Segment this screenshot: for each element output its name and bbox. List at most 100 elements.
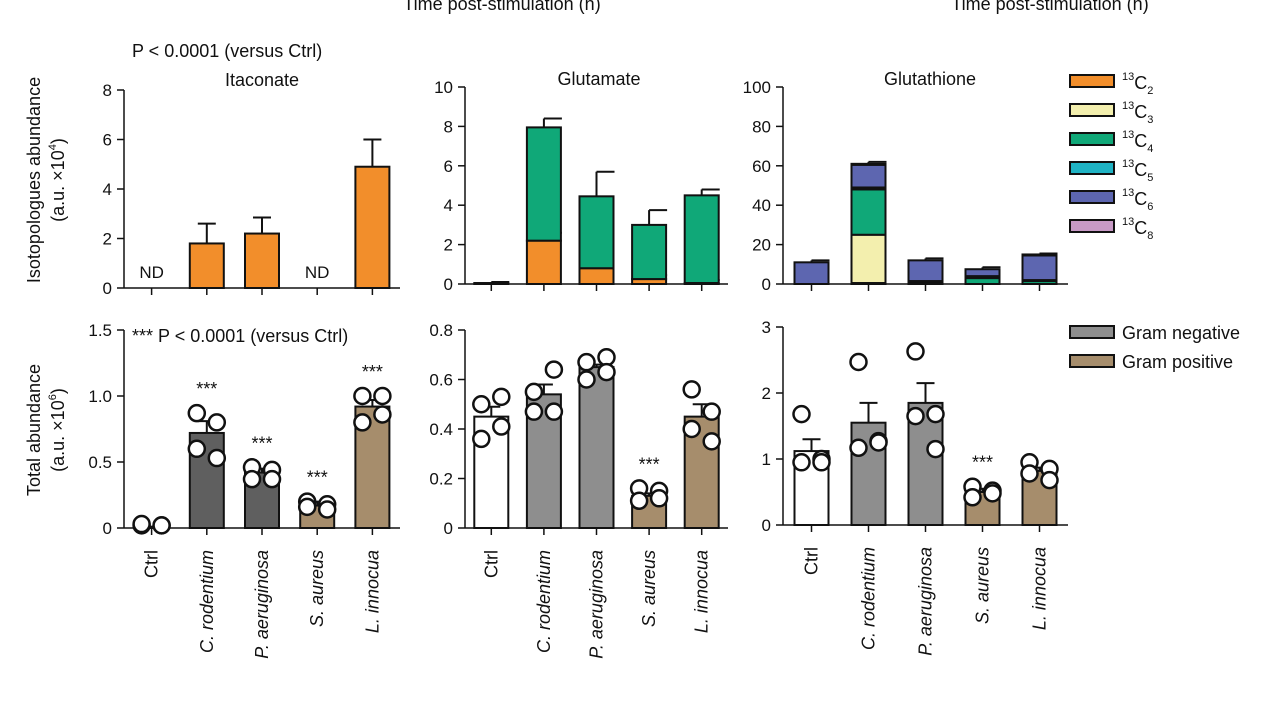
panel-title: Itaconate: [225, 70, 299, 90]
bar: [244, 232, 280, 290]
data-point: [544, 402, 564, 421]
panel-title: Glutathione: [884, 69, 976, 89]
data-point: [906, 406, 925, 426]
category-label: P. aeruginosa: [587, 550, 607, 659]
data-point: [492, 417, 511, 436]
y-tick-label: 4: [103, 180, 112, 199]
y-tick-label: 10: [434, 78, 453, 97]
y-tick-label: 1: [762, 450, 771, 469]
data-point: [577, 352, 596, 372]
y-tick-label: 0.8: [429, 321, 453, 340]
legend-swatch-13C3: [1069, 103, 1115, 117]
data-point: [492, 387, 511, 407]
y-tick-label: 0: [444, 275, 453, 294]
category-label: P. aeruginosa: [252, 550, 272, 659]
y-tick-label: 20: [752, 236, 771, 255]
category-label: L. innocua: [362, 550, 382, 633]
legend-label-13C8: 13C8: [1122, 216, 1153, 242]
bar: [354, 165, 391, 290]
panel-title: Glutamate: [557, 69, 640, 89]
bar-segment-13C2: [525, 239, 562, 286]
data-point: [926, 439, 945, 459]
y-tick-label: 1.0: [88, 387, 112, 406]
significance-stars: ***: [196, 379, 217, 399]
category-label: C. rodentium: [859, 547, 879, 650]
data-point: [1020, 464, 1039, 483]
legend-swatch-13C4: [1069, 132, 1115, 146]
category-label: Ctrl: [481, 550, 501, 578]
legend-swatch-gramneg: [1069, 325, 1115, 339]
data-point: [702, 402, 721, 421]
legend-swatch-13C8: [1069, 219, 1115, 233]
y-tick-label: 60: [752, 157, 771, 176]
data-point: [682, 419, 701, 439]
data-point: [472, 429, 491, 449]
data-point: [132, 514, 151, 534]
data-point: [597, 362, 616, 382]
header-fragment-left: Time post-stimulation (h): [403, 0, 600, 14]
significance-stars: ***: [362, 362, 383, 382]
category-label: S. aureus: [307, 550, 327, 627]
bar-segment-13C6: [850, 163, 887, 189]
y-tick-label: 0: [103, 519, 112, 538]
data-point: [963, 488, 982, 507]
y-tick-label: 100: [743, 78, 771, 97]
y-tick-label: 2: [444, 236, 453, 255]
data-point: [577, 370, 596, 389]
legend-swatch-13C2: [1069, 74, 1115, 88]
y-tick-label: 0.6: [429, 371, 453, 390]
bar-segment-13C6: [793, 261, 830, 285]
legend-label-13C3: 13C3: [1122, 100, 1153, 126]
data-point: [849, 438, 868, 458]
y-tick-label: 0: [762, 516, 771, 535]
category-label: C. rodentium: [197, 550, 217, 653]
data-point: [869, 433, 888, 452]
bar-segment-13C4: [850, 188, 887, 236]
data-point: [524, 402, 544, 421]
panel-4: 0 0.5 1.0 1.5 *** *** *** *** Ctrl C. rodentium P.…: [88, 321, 400, 659]
row-unit-top: (a.u. ×104): [47, 138, 68, 222]
significance-stars: ***: [251, 433, 272, 453]
panel-5: 0 0.2 0.4 0.6 0.8 *** Ctrl C. rodentium P. aerug…: [429, 321, 728, 659]
bar-segment-13C4: [473, 282, 510, 286]
pvalue-annotation-bottom: *** P < 0.0001 (versus Ctrl): [132, 326, 348, 346]
bar-segment-13C6: [1021, 254, 1058, 282]
y-tick-label: 40: [752, 196, 771, 215]
data-point: [472, 395, 491, 414]
nd-label: ND: [305, 263, 330, 282]
significance-stars: ***: [972, 453, 993, 473]
data-point: [297, 497, 317, 517]
pvalue-annotation-top: P < 0.0001 (versus Ctrl): [132, 41, 322, 61]
bar-segment-13C4: [683, 194, 720, 285]
y-tick-label: 8: [444, 117, 453, 136]
data-point: [812, 453, 831, 472]
y-tick-label: 2: [103, 230, 112, 249]
data-point: [353, 386, 372, 406]
row-label-top: Isotopologues abundance: [24, 77, 44, 283]
panel-6: 0 1 2 3 *** Ctrl C. rodentium P. aeruginosa S. a…: [762, 318, 1068, 656]
panel-2: 0 2 4 6 8 10 Glutamate: [434, 69, 728, 294]
legend-label-13C4: 13C4: [1122, 129, 1153, 155]
category-label: S. aureus: [639, 550, 659, 627]
row-unit-bottom: (a.u. ×106): [47, 388, 68, 472]
legend-label-13C2: 13C2: [1122, 71, 1153, 97]
legend-label-grampos: Gram positive: [1122, 352, 1233, 372]
data-point: [353, 413, 372, 432]
legend-swatch-13C6: [1069, 190, 1115, 204]
y-tick-label: 3: [762, 318, 771, 337]
data-point: [373, 405, 392, 424]
legend-label-13C5: 13C5: [1122, 158, 1153, 184]
legend-label-gramneg: Gram negative: [1122, 323, 1240, 343]
data-point: [187, 439, 207, 459]
bar-segment-13C8: [850, 162, 887, 166]
category-label: L. innocua: [1030, 547, 1050, 630]
data-point: [242, 469, 262, 489]
data-point: [849, 352, 868, 372]
data-point: [983, 484, 1002, 503]
legend: 13C2 13C3 13C4 13C5 13C6 13C8 Gram negative Gra…: [1069, 71, 1240, 372]
y-tick-label: 80: [752, 117, 771, 136]
y-tick-label: 0.4: [429, 420, 453, 439]
data-point: [792, 453, 811, 472]
bar: [188, 242, 225, 289]
